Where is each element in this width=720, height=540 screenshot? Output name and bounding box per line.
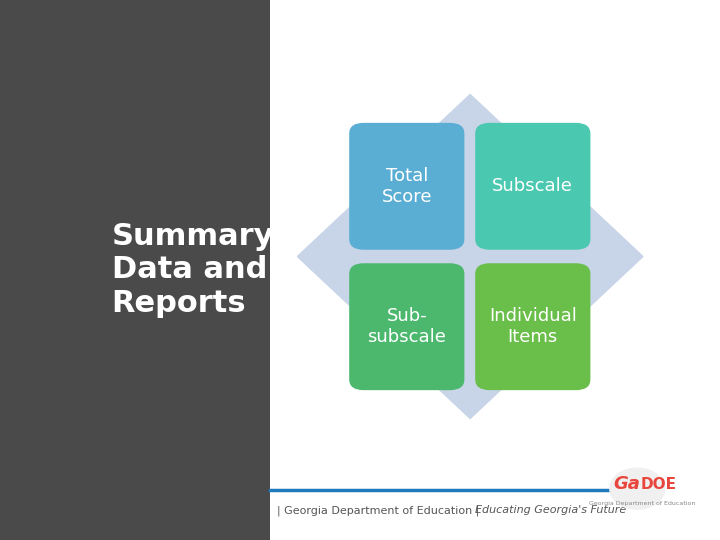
Polygon shape [297, 94, 643, 419]
Circle shape [610, 468, 665, 509]
Text: Total
Score: Total Score [382, 166, 432, 206]
Text: Individual
Items: Individual Items [489, 307, 577, 347]
Text: Sub-
subscale: Sub- subscale [367, 307, 446, 347]
FancyBboxPatch shape [475, 263, 590, 390]
FancyBboxPatch shape [349, 263, 464, 390]
FancyBboxPatch shape [0, 0, 270, 540]
Text: | Georgia Department of Education |: | Georgia Department of Education | [277, 505, 483, 516]
FancyBboxPatch shape [475, 123, 590, 249]
Text: Georgia Department of Education: Georgia Department of Education [589, 501, 696, 507]
Text: Subscale: Subscale [492, 177, 573, 195]
Text: Educating Georgia's Future: Educating Georgia's Future [475, 505, 626, 515]
FancyBboxPatch shape [349, 123, 464, 249]
Text: DOE: DOE [641, 477, 677, 492]
Text: Ga: Ga [613, 475, 640, 494]
Text: Summary
Data and
Reports: Summary Data and Reports [112, 222, 274, 318]
